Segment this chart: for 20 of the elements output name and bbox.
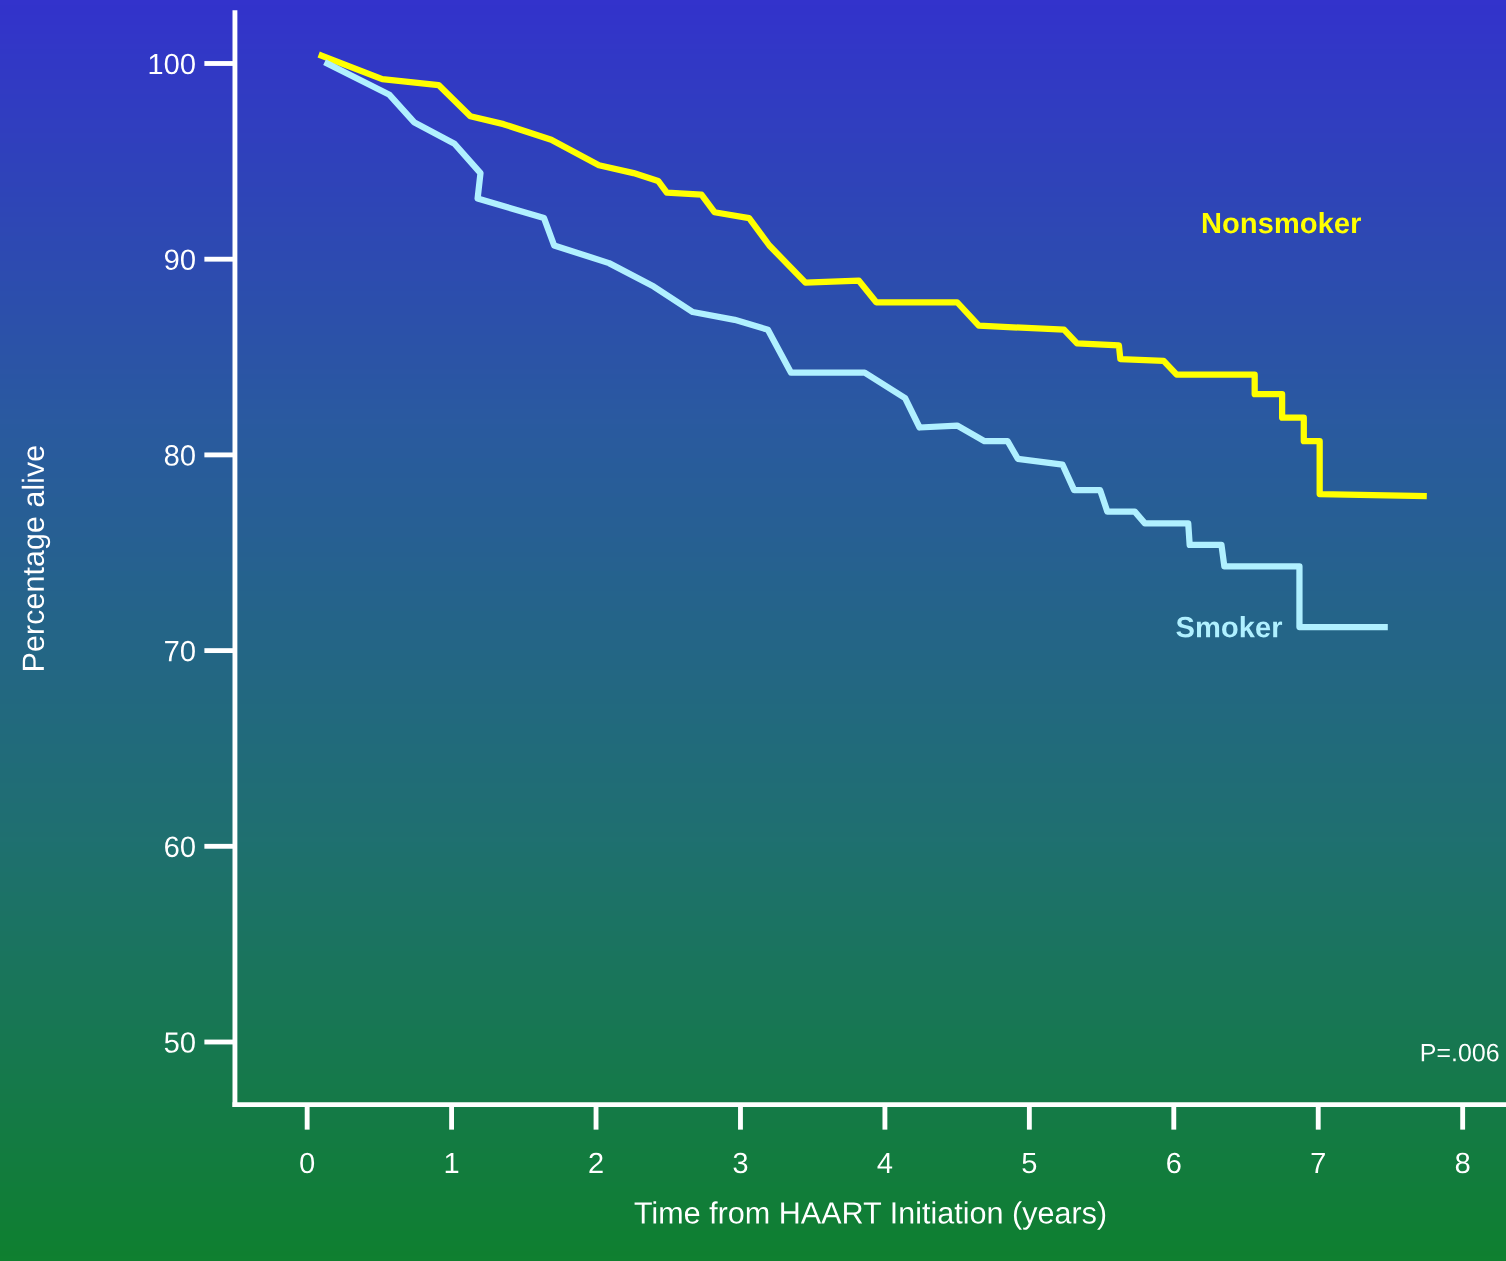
- y-tick-label: 50: [164, 1032, 195, 1053]
- x-axis-title: Time from HAART Initiation (years): [634, 1201, 1106, 1230]
- x-tick-label: 1: [445, 1152, 459, 1173]
- y-tick-label: 100: [149, 53, 195, 75]
- x-tick-label: 2: [589, 1152, 603, 1173]
- y-tick-label: 80: [164, 445, 195, 466]
- x-tick-label: 0: [300, 1152, 315, 1174]
- y-tick-label: 90: [164, 249, 195, 271]
- x-tick-label: 6: [1167, 1152, 1181, 1174]
- x-tick-label: 4: [877, 1152, 893, 1173]
- y-tick-label: 70: [165, 640, 195, 662]
- x-tick-label: 7: [1311, 1152, 1325, 1173]
- text: Nonsmoker: [1202, 211, 1361, 234]
- series-label: Smoker: [1176, 616, 1283, 638]
- x-tick-label: 3: [733, 1152, 748, 1174]
- x-tick-label: 8: [1455, 1152, 1470, 1174]
- x-tick-label: 5: [1022, 1152, 1037, 1174]
- y-tick-label: 60: [165, 836, 195, 858]
- y-axis-title: Percentage alive: [21, 446, 51, 670]
- annotation: P=.006: [1421, 1043, 1499, 1062]
